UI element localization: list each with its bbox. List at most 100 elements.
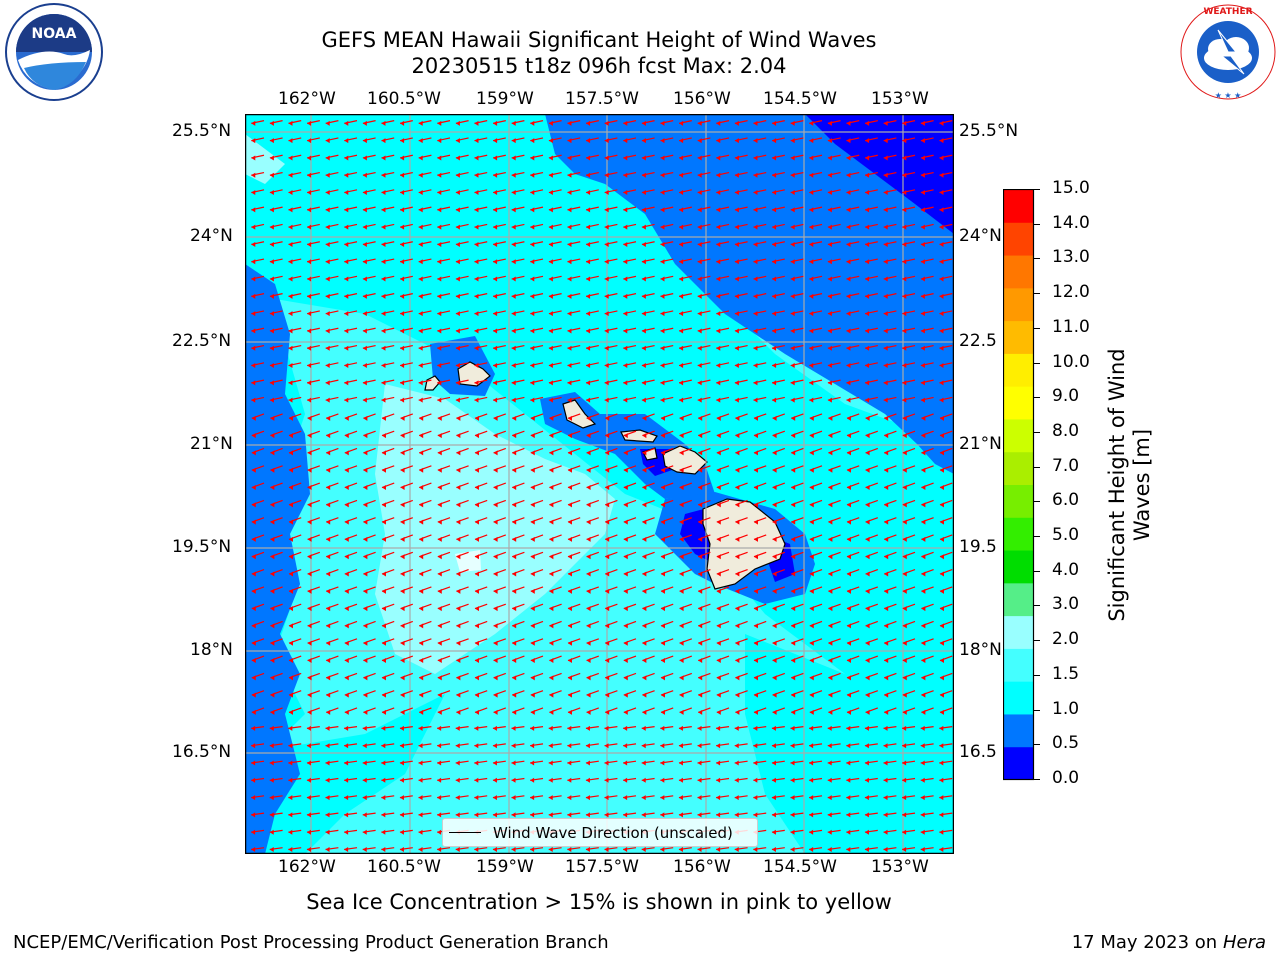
wave-direction-arrowhead [586, 190, 591, 196]
wave-direction-arrowhead [809, 812, 814, 818]
wave-direction-arrowhead [734, 224, 739, 230]
wave-direction-arrowhead [492, 743, 497, 749]
wave-direction-arrowhead [679, 397, 684, 403]
wave-direction-arrowhead [734, 190, 739, 196]
wave-direction-arrowhead [511, 207, 516, 213]
wave-direction-arrowhead [641, 224, 646, 230]
wave-direction-arrowhead [846, 554, 851, 560]
wave-direction-arrowhead [623, 397, 628, 403]
wave-direction-arrowhead [548, 172, 553, 178]
wave-direction-arrowhead [493, 485, 498, 491]
wave-direction-arrowhead [306, 777, 311, 783]
wave-direction-arrowhead [455, 847, 460, 853]
wave-direction-arrowhead [400, 380, 405, 386]
wave-direction-arrowhead [567, 725, 572, 731]
wave-direction-arrowhead [325, 812, 330, 818]
wave-direction-arrowhead [902, 380, 907, 386]
wave-direction-arrowhead [883, 795, 888, 801]
wave-direction-arrowhead [939, 467, 944, 473]
wave-direction-arrowhead [288, 293, 293, 299]
wave-direction-arrowhead [716, 138, 721, 144]
wave-direction-arrowhead [512, 709, 517, 715]
wave-direction-arrowhead [939, 640, 944, 646]
wave-direction-arrowhead [362, 120, 367, 126]
wave-direction-arrowhead [512, 588, 517, 594]
wave-direction-arrowhead [400, 293, 405, 299]
wave-direction-arrowhead [939, 328, 944, 334]
wave-direction-arrowhead [344, 224, 349, 230]
wave-direction-arrowhead [288, 640, 293, 646]
wave-direction-arrowhead [641, 259, 646, 265]
wave-direction-arrowhead [827, 172, 832, 178]
wave-direction-arrowhead [288, 623, 293, 629]
wave-direction-arrowhead [865, 363, 870, 369]
wave-direction-arrowhead [381, 571, 386, 577]
wave-direction-arrowhead [362, 172, 367, 178]
wave-direction-arrowhead [325, 397, 330, 403]
wave-direction-arrowhead [474, 224, 479, 230]
wave-direction-arrowhead [269, 725, 274, 731]
wave-direction-arrowhead [381, 415, 386, 421]
wave-direction-arrowhead [679, 709, 684, 715]
colorbar-segment [1003, 418, 1034, 453]
wave-direction-arrowhead [753, 777, 758, 783]
wave-direction-arrowhead [530, 777, 535, 783]
wave-direction-arrowhead [735, 519, 740, 525]
wave-direction-arrowhead [716, 207, 721, 213]
wave-direction-arrowhead [493, 190, 498, 196]
wave-direction-arrowhead [790, 311, 795, 317]
wave-direction-arrowhead [902, 155, 907, 161]
wave-direction-arrowhead [251, 640, 256, 646]
wave-direction-arrowhead [288, 606, 293, 612]
wave-direction-arrowhead [660, 450, 665, 456]
wave-direction-arrowhead [344, 397, 349, 403]
map-legend: Wind Wave Direction (unscaled) [442, 818, 758, 847]
wave-direction-arrowhead [623, 554, 628, 560]
wave-direction-arrowhead [641, 743, 646, 749]
wave-direction-arrowhead [307, 675, 312, 681]
wave-direction-arrowhead [846, 502, 851, 508]
wave-direction-arrowhead [698, 658, 703, 664]
wave-direction-arrowhead [623, 777, 628, 783]
wave-direction-arrowhead [734, 172, 739, 178]
wave-direction-arrowhead [902, 847, 907, 853]
wave-direction-arrowhead [344, 363, 349, 369]
wave-direction-arrowhead [325, 743, 330, 749]
wave-direction-arrowhead [400, 241, 405, 247]
wave-direction-arrowhead [827, 190, 832, 196]
wave-direction-arrowhead [921, 554, 926, 560]
wave-direction-arrowhead [939, 485, 944, 491]
wave-direction-arrowhead [307, 276, 312, 282]
wave-direction-arrowhead [809, 485, 814, 491]
wave-direction-arrowhead [344, 293, 349, 299]
wave-direction-arrowhead [902, 536, 907, 542]
wave-direction-arrowhead [474, 658, 479, 664]
wave-direction-arrowhead [288, 760, 293, 766]
wave-direction-arrowhead [697, 293, 702, 299]
wave-direction-arrowhead [716, 259, 721, 265]
wave-direction-arrowhead [883, 725, 888, 731]
wave-direction-arrowhead [604, 190, 609, 196]
wave-direction-arrowhead [549, 709, 554, 715]
wave-direction-arrowhead [362, 207, 367, 213]
wave-direction-arrowhead [307, 640, 312, 646]
wave-direction-arrowhead [437, 554, 442, 560]
wave-direction-arrowhead [381, 675, 386, 681]
wave-direction-arrowhead [809, 554, 814, 560]
wave-direction-arrowhead [307, 345, 312, 351]
wave-direction-arrowhead [455, 172, 460, 178]
wave-direction-arrowhead [642, 433, 647, 439]
wave-direction-arrowhead [530, 224, 535, 230]
wave-direction-arrowhead [697, 795, 702, 801]
wave-direction-arrowhead [344, 328, 349, 334]
wave-direction-arrowhead [474, 519, 479, 525]
wave-direction-arrowhead [493, 623, 498, 629]
wave-direction-arrowhead [456, 433, 461, 439]
wave-direction-arrowhead [456, 692, 461, 698]
wave-direction-arrowhead [381, 554, 386, 560]
wave-direction-arrowhead [288, 829, 293, 835]
wave-direction-arrowhead [753, 172, 758, 178]
colorbar-tick-mark [1034, 709, 1040, 711]
wave-direction-arrowhead [549, 588, 554, 594]
wave-direction-arrowhead [474, 450, 479, 456]
